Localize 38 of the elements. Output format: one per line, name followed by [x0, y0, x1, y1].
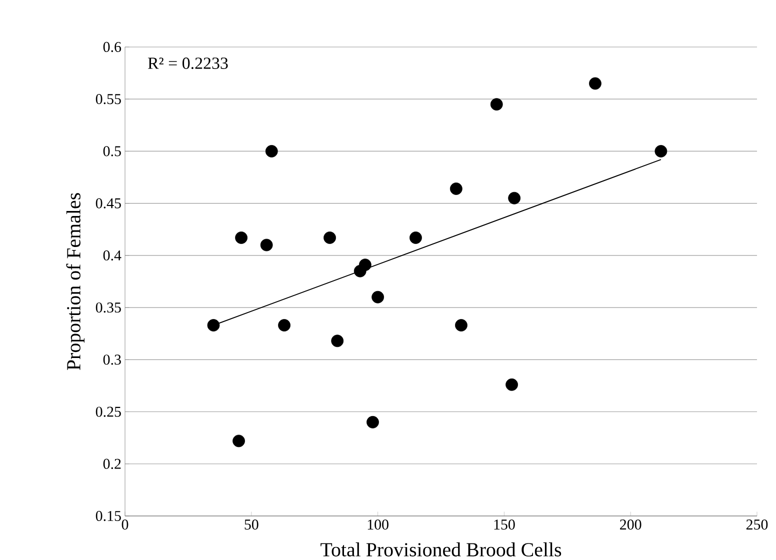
- y-tick-label: 0.5: [103, 146, 121, 156]
- x-tick-label: 50: [244, 520, 258, 530]
- y-tick-label: 0.15: [96, 511, 121, 522]
- y-tick-label: 0.2: [103, 458, 121, 470]
- point: [366, 416, 379, 428]
- point: [260, 238, 273, 252]
- point: [455, 319, 468, 332]
- x-tick-label: 0: [122, 520, 128, 530]
- y-axis-title: Proportion of Females: [66, 193, 84, 370]
- point: [358, 258, 372, 272]
- point: [278, 319, 290, 332]
- x-tick-label: 150: [494, 520, 515, 530]
- point: [372, 291, 384, 304]
- point: [450, 182, 462, 196]
- x-axis-title: Total Provisioned Brood Cells: [320, 542, 562, 557]
- x-tick-label: 250: [746, 520, 768, 530]
- y-tick-label: 0.4: [103, 250, 122, 261]
- point: [235, 232, 248, 244]
- point: [265, 145, 278, 158]
- y-tick-label: 0.6: [103, 42, 122, 52]
- point: [207, 319, 220, 332]
- point: [654, 145, 668, 158]
- point: [232, 434, 245, 448]
- y-tick-label: 0.35: [96, 302, 121, 313]
- point: [410, 232, 422, 244]
- point: [490, 98, 503, 111]
- x-tick-label: 100: [368, 520, 388, 530]
- point: [331, 334, 344, 348]
- annotation: R² = 0.2233: [148, 58, 228, 70]
- point: [589, 77, 602, 90]
- point: [506, 378, 518, 391]
- point: [324, 232, 336, 244]
- point: [508, 192, 521, 204]
- y-tick-label: 0.25: [96, 406, 121, 417]
- y-tick-label: 0.55: [96, 94, 121, 104]
- y-tick-label: 0.3: [103, 354, 121, 365]
- x-tick-label: 200: [620, 520, 642, 530]
- y-tick-label: 0.45: [96, 198, 121, 209]
